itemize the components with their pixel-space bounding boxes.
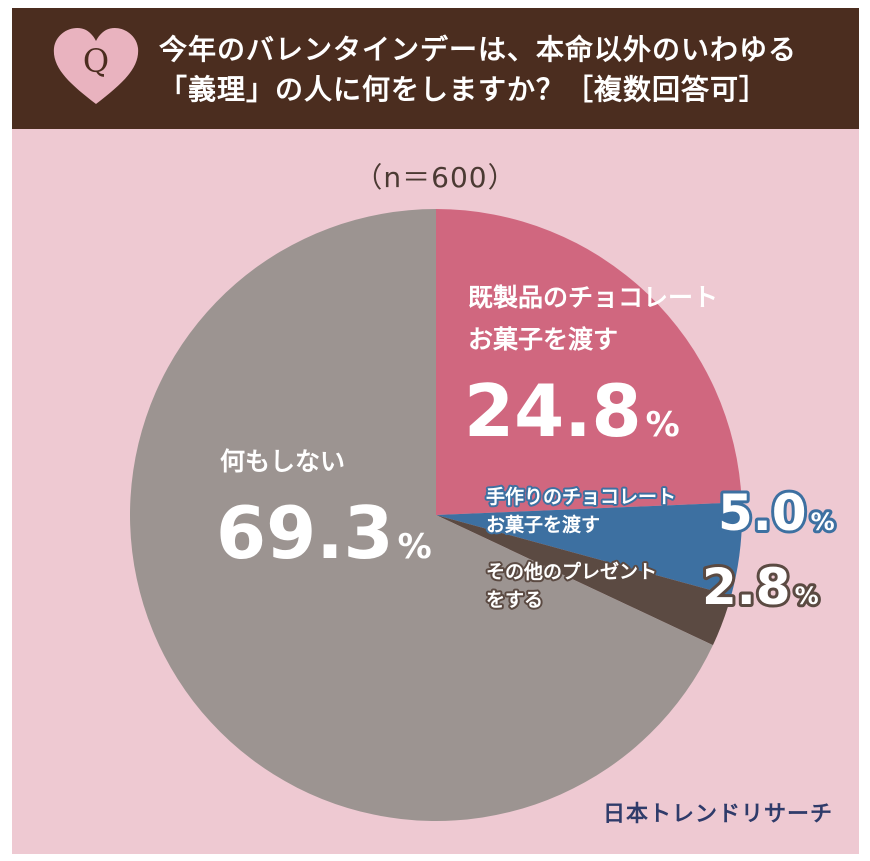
slice-other-gift-value: 2.8% [702,558,819,616]
q-letter: Q [83,42,109,80]
question-text: 今年のバレンタインデーは、本命以外のいわゆる 「義理」の人に何をしますか？［複数… [159,30,849,110]
infographic-card: Q 今年のバレンタインデーは、本命以外のいわゆる 「義理」の人に何をしますか？［… [12,8,859,854]
slice-chocolate [436,209,742,515]
slice-handmade [436,502,742,596]
slice-handmade-value: 5.0% [718,484,835,542]
slice-chocolate-label-line-2: お菓子を渡す [468,325,618,354]
question-line-1: 今年のバレンタインデーは、本命以外のいわゆる [159,33,798,66]
slice-nothing-label-line-1: 何もしない [220,447,345,476]
slice-nothing [129,209,713,821]
slice-chocolate-label-line-1: 既製品のチョコレート [468,283,718,312]
heart-q-badge: Q [53,28,139,104]
slice-other-gift [436,515,732,646]
question-line-2: 「義理」の人に何をしますか？［複数回答可］ [159,73,769,106]
slice-other-gift-label-line-2: をする [486,589,543,611]
brand-logo-text: 日本トレンドリサーチ [602,802,833,827]
slice-handmade-label-line-2: お菓子を渡す [486,513,600,536]
question-header: Q 今年のバレンタインデーは、本命以外のいわゆる 「義理」の人に何をしますか？［… [12,8,859,129]
slice-handmade-label-line-1: 手作りのチョコレート [486,485,676,508]
heart-icon [53,28,139,104]
slice-other-gift-label-line-1: その他のプレゼント [486,560,657,583]
sample-size: （n＝600） [354,161,517,194]
